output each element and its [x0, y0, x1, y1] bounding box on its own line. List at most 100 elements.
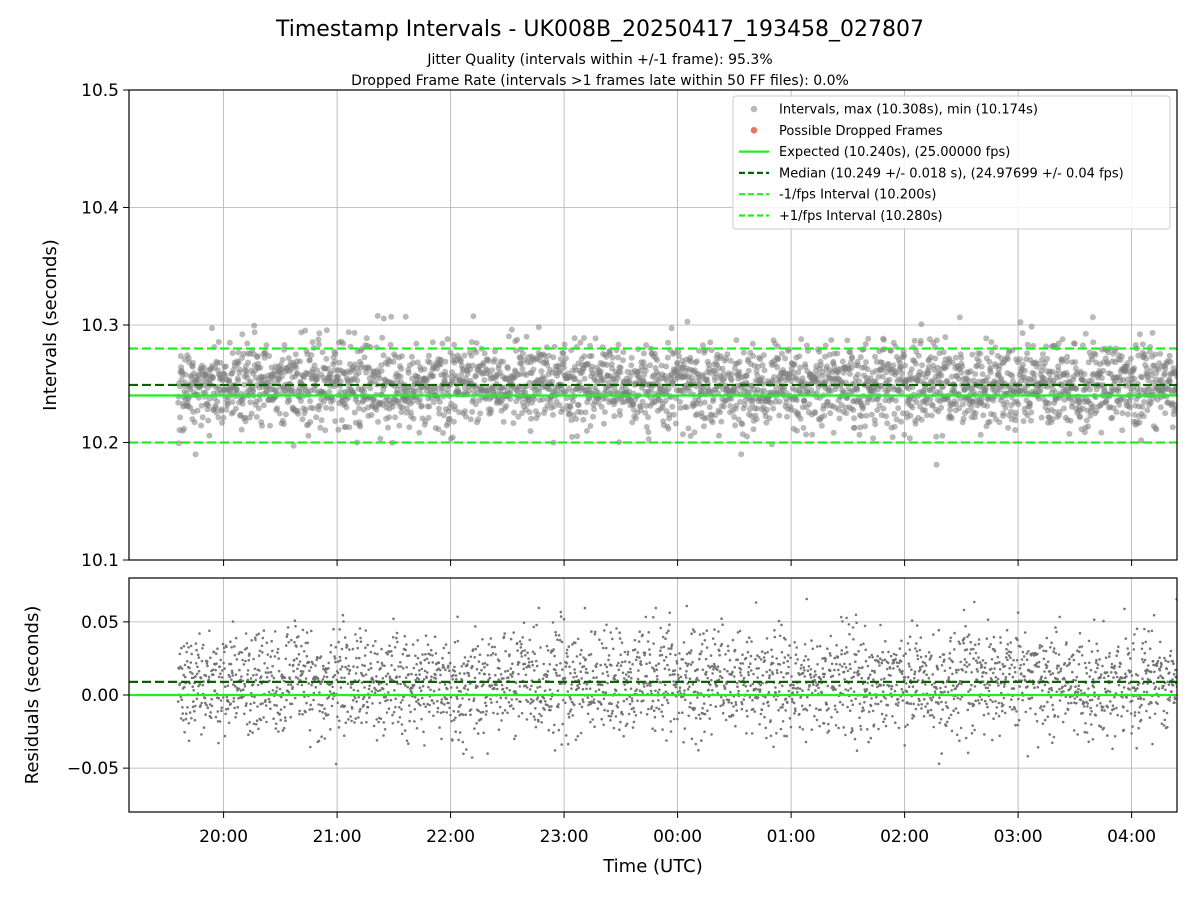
- intervals-data-point: [470, 363, 476, 369]
- residuals-data-point: [285, 699, 288, 702]
- residuals-data-point: [645, 663, 648, 666]
- residuals-data-point: [356, 647, 359, 650]
- residuals-data-point: [615, 715, 618, 718]
- intervals-data-point: [535, 412, 541, 418]
- residuals-data-point: [661, 704, 664, 707]
- intervals-data-point: [267, 423, 273, 429]
- residuals-data-point: [747, 674, 750, 677]
- residuals-data-point: [496, 701, 499, 704]
- residuals-data-point: [532, 626, 535, 629]
- residuals-data-point: [589, 721, 592, 724]
- residuals-data-point: [471, 665, 474, 668]
- intervals-data-point: [851, 415, 857, 421]
- intervals-data-point: [409, 354, 415, 360]
- intervals-data-point: [244, 341, 250, 347]
- residuals-data-point: [723, 668, 726, 671]
- residuals-data-point: [315, 686, 318, 689]
- residuals-data-point: [654, 729, 657, 732]
- residuals-data-point: [661, 654, 664, 657]
- intervals-data-point: [330, 397, 336, 403]
- residuals-data-point: [387, 673, 390, 676]
- intervals-data-point: [177, 414, 183, 420]
- intervals-data-point: [834, 351, 840, 357]
- residuals-data-point: [354, 697, 357, 700]
- intervals-data-point: [1031, 375, 1037, 381]
- residuals-data-point: [238, 688, 241, 691]
- intervals-data-point: [501, 419, 507, 425]
- residuals-data-point: [332, 628, 335, 631]
- intervals-data-point: [938, 405, 944, 411]
- intervals-data-point: [918, 338, 924, 344]
- intervals-data-point: [939, 433, 945, 439]
- residuals-data-point: [477, 710, 480, 713]
- residuals-data-point: [261, 702, 264, 705]
- residuals-data-point: [601, 672, 604, 675]
- residuals-data-point: [464, 713, 467, 716]
- residuals-data-point: [582, 656, 585, 659]
- residuals-data-point: [247, 669, 250, 672]
- intervals-data-point: [481, 377, 487, 383]
- residuals-data-point: [701, 643, 704, 646]
- residuals-data-point: [697, 749, 700, 752]
- intervals-data-point: [750, 341, 756, 347]
- residuals-data-point: [196, 697, 199, 700]
- residuals-data-point: [338, 628, 341, 631]
- intervals-data-point: [256, 405, 262, 411]
- residuals-data-point: [511, 662, 514, 665]
- residuals-data-point: [480, 718, 483, 721]
- residuals-data-point: [459, 704, 462, 707]
- intervals-data-point: [938, 373, 944, 379]
- residuals-data-point: [399, 661, 402, 664]
- intervals-data-point: [1119, 353, 1125, 359]
- residuals-data-point: [523, 649, 526, 652]
- residuals-data-point: [258, 633, 261, 636]
- residuals-data-point: [752, 673, 755, 676]
- residuals-data-point: [644, 652, 647, 655]
- intervals-data-point: [302, 328, 308, 334]
- residuals-data-point: [601, 642, 604, 645]
- residuals-data-point: [219, 659, 222, 662]
- intervals-data-point: [352, 330, 358, 336]
- residuals-data-point: [380, 648, 383, 651]
- residuals-data-point: [609, 719, 612, 722]
- chart-title: Timestamp Intervals - UK008B_20250417_19…: [275, 17, 924, 42]
- intervals-data-point: [750, 353, 756, 359]
- residuals-data-point: [504, 650, 507, 653]
- residuals-data-point: [702, 669, 705, 672]
- residuals-data-point: [664, 667, 667, 670]
- residuals-data-point: [631, 697, 634, 700]
- intervals-data-point: [666, 386, 672, 392]
- residuals-data-point: [690, 663, 693, 666]
- intervals-data-point: [307, 419, 313, 425]
- residuals-data-point: [665, 739, 668, 742]
- residuals-data-point: [445, 711, 448, 714]
- intervals-data-point: [1168, 359, 1174, 365]
- residuals-data-point: [206, 665, 209, 668]
- residuals-data-point: [700, 739, 703, 742]
- intervals-data-point: [1046, 400, 1052, 406]
- residuals-data-point: [184, 664, 187, 667]
- intervals-data-point: [629, 355, 635, 361]
- residuals-data-point: [379, 702, 382, 705]
- residuals-data-point: [696, 668, 699, 671]
- intervals-data-point: [1085, 424, 1091, 430]
- intervals-data-point: [361, 389, 367, 395]
- residuals-data-point: [277, 730, 280, 733]
- residuals-data-point: [221, 669, 224, 672]
- residuals-data-point: [269, 701, 272, 704]
- residuals-data-point: [387, 691, 390, 694]
- residuals-data-point: [203, 726, 206, 729]
- residuals-data-point: [396, 641, 399, 644]
- residuals-data-point: [743, 698, 746, 701]
- residuals-data-point: [623, 683, 626, 686]
- intervals-data-point: [893, 398, 899, 404]
- residuals-data-point: [485, 710, 488, 713]
- residuals-data-point: [352, 648, 355, 651]
- residuals-data-point: [534, 718, 537, 721]
- residuals-data-point: [736, 685, 739, 688]
- residuals-data-point: [227, 700, 230, 703]
- residuals-data-point: [703, 702, 706, 705]
- residuals-data-point: [556, 674, 559, 677]
- residuals-data-point: [283, 706, 286, 709]
- intervals-data-point: [685, 425, 691, 431]
